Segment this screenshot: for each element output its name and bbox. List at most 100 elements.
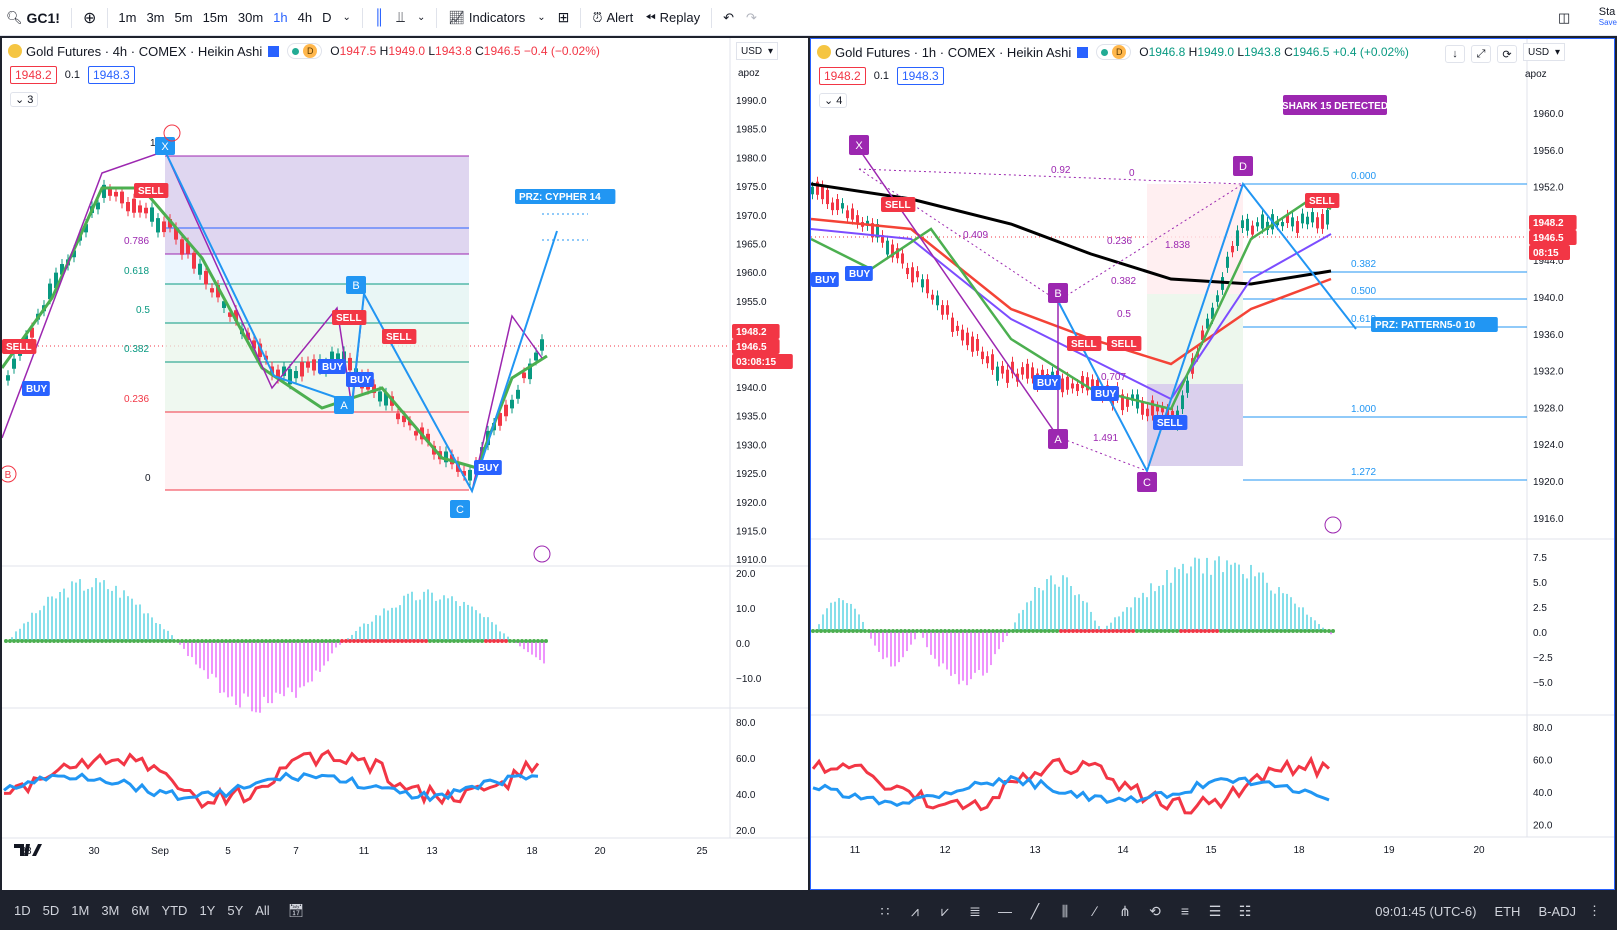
candle-body xyxy=(1261,214,1264,229)
fib-retracement-icon[interactable]: ≡ xyxy=(1180,903,1190,919)
range-5y[interactable]: 5Y xyxy=(227,903,244,918)
signal-label-bg xyxy=(2,339,37,354)
flag-icon[interactable] xyxy=(268,45,280,57)
price-tick-label: 1940.0 xyxy=(736,383,767,394)
layout-toggle-button[interactable]: ◫ xyxy=(1552,0,1576,36)
left-chart-pane[interactable]: 1990.0 1985.0 1980.0 1975.0 1970.0 1965.0 1960… xyxy=(2,38,808,890)
replay-button[interactable]: ⏪︎ Replay xyxy=(639,0,706,36)
buy-price-button[interactable]: 1948.3 xyxy=(897,67,944,85)
fib-level-label: 0.5 xyxy=(136,305,150,316)
squeeze-dot xyxy=(92,639,96,643)
sell-price-button[interactable]: 1948.2 xyxy=(10,66,57,84)
buy-price-button[interactable]: 1948.3 xyxy=(88,66,135,84)
xabcd-pattern-icon[interactable]: ⩘ xyxy=(911,902,919,919)
pitchfork-icon[interactable]: ⋔ xyxy=(1119,902,1131,919)
session-toggle[interactable]: ETH xyxy=(1494,903,1521,919)
indicators-button[interactable]: 📈︎ Indicators xyxy=(442,0,531,36)
interval-30m[interactable]: 30m xyxy=(237,10,264,25)
range-all[interactable]: All xyxy=(255,903,270,918)
scale-label[interactable]: apoz xyxy=(738,68,760,79)
candle-body xyxy=(921,279,924,288)
market-status[interactable]: D xyxy=(1096,44,1132,60)
maximize-button[interactable]: ⤢ xyxy=(1471,45,1491,63)
symbol-search[interactable]: 🔍︎ GC1! xyxy=(0,0,66,36)
interval-3m[interactable]: 3m xyxy=(146,10,165,25)
interval-15m[interactable]: 15m xyxy=(202,10,228,25)
scale-label[interactable]: apoz xyxy=(1525,69,1547,80)
line-tool-icon[interactable]: ∕ xyxy=(1093,903,1097,919)
go-to-date-button[interactable]: 📅︎ xyxy=(282,903,311,919)
fib-channel-icon[interactable]: ☷ xyxy=(1238,902,1252,919)
squeeze-dot xyxy=(1115,629,1119,633)
undo-button[interactable]: ↶ xyxy=(717,0,740,36)
candle-body xyxy=(522,372,526,379)
candle-body xyxy=(468,469,472,481)
candle-body xyxy=(348,357,352,371)
range-6m[interactable]: 6M xyxy=(131,903,150,918)
range-5d[interactable]: 5D xyxy=(42,903,60,918)
harmonic-ratio-label: 1.491 xyxy=(1093,433,1118,444)
interval-4h[interactable]: 4h xyxy=(297,10,313,25)
squeeze-dot xyxy=(292,639,296,643)
sync-button[interactable]: ⟳ xyxy=(1497,45,1517,63)
time-tick-label: 13 xyxy=(426,846,438,857)
left-chart-canvas[interactable]: 1990.0 1985.0 1980.0 1975.0 1970.0 1965.0 1960… xyxy=(2,38,808,890)
chart-type-button[interactable]: ║ xyxy=(368,0,391,36)
currency-selector[interactable]: USD ▾ xyxy=(1523,43,1565,61)
right-chart-pane[interactable]: 1960.01956.01952.01948.01944.01940.01936… xyxy=(810,38,1615,890)
chart-title[interactable]: Gold Futures · 4h · COMEX · Heikin Ashi xyxy=(26,43,263,59)
indicators-collapse-button[interactable]: ⌄ 4 xyxy=(819,93,848,108)
indicators-dropdown[interactable]: ⌄ xyxy=(531,0,551,36)
candle-body xyxy=(871,223,874,238)
interval-1m[interactable]: 1m xyxy=(118,10,137,25)
sell-price-button[interactable]: 1948.2 xyxy=(819,67,866,85)
trend-line-icon[interactable]: ╱ xyxy=(1030,902,1040,919)
candle-body xyxy=(132,198,136,213)
horizontal-ray-icon[interactable]: — xyxy=(998,903,1012,919)
currency-selector[interactable]: USD ▾ xyxy=(736,42,778,60)
more-options-icon[interactable]: ⋮ xyxy=(1588,903,1601,918)
fib-spiral-icon[interactable]: ⟲ xyxy=(1149,902,1161,919)
squeeze-dot xyxy=(871,629,875,633)
adjust-toggle[interactable]: B-ADJ xyxy=(1538,903,1576,919)
alert-button[interactable]: ⏰︎ Alert xyxy=(586,0,639,36)
rsi-line xyxy=(812,774,1330,807)
price-tick-label: 1910.0 xyxy=(736,555,767,566)
chart-title[interactable]: Gold Futures · 1h · COMEX · Heikin Ashi xyxy=(835,44,1072,60)
market-status[interactable]: D xyxy=(287,43,323,59)
bars-style-button[interactable]: ⫫ xyxy=(391,0,411,36)
plus-circle-icon: ⊕ xyxy=(82,9,97,27)
range-1m[interactable]: 1M xyxy=(71,903,90,918)
long-position-icon[interactable]: ⫼ xyxy=(1061,902,1069,919)
squeeze-dot xyxy=(1223,629,1227,633)
abcd-pattern-icon[interactable]: ⩗ xyxy=(941,902,949,919)
squeeze-dot xyxy=(156,639,160,643)
interval-1h[interactable]: 1h xyxy=(273,10,288,25)
chart-type-dropdown[interactable]: ⌄ xyxy=(411,0,431,36)
clock-time[interactable]: 09:01:45 (UTC-6) xyxy=(1375,903,1477,919)
range-1y[interactable]: 1Y xyxy=(199,903,216,918)
candle-body xyxy=(926,279,929,294)
squeeze-dot xyxy=(1211,629,1215,633)
indicators-collapse-button[interactable]: ⌄ 3 xyxy=(10,92,39,107)
flag-icon[interactable] xyxy=(1077,46,1089,58)
fib-extension-icon[interactable]: ☰ xyxy=(1208,902,1222,919)
range-ytd[interactable]: YTD xyxy=(161,903,188,918)
squeeze-dot xyxy=(208,639,212,643)
candle-body xyxy=(1226,256,1229,268)
range-1d[interactable]: 1D xyxy=(14,903,31,918)
interval-dropdown[interactable]: ⌄ xyxy=(336,0,356,36)
download-button[interactable]: ↓ xyxy=(1445,45,1465,63)
interval-5m[interactable]: 5m xyxy=(174,10,193,25)
layout-button[interactable]: ⊞ xyxy=(552,0,576,36)
interval-d[interactable]: D xyxy=(322,10,332,25)
drag-handle-icon[interactable]: ∷ xyxy=(880,902,890,919)
range-3m[interactable]: 3M xyxy=(101,903,120,918)
redo-button[interactable]: ↷ xyxy=(740,0,763,36)
save-area[interactable]: Sta Save xyxy=(1599,6,1617,27)
harmonic-ratio-label: 0.92 xyxy=(1051,165,1071,176)
parallel-channel-icon[interactable]: ≣ xyxy=(969,902,981,919)
compare-button[interactable]: ⊕ xyxy=(77,0,102,36)
candle-body xyxy=(144,207,148,214)
right-chart-canvas[interactable]: 1960.01956.01952.01948.01944.01940.01936… xyxy=(811,39,1615,890)
